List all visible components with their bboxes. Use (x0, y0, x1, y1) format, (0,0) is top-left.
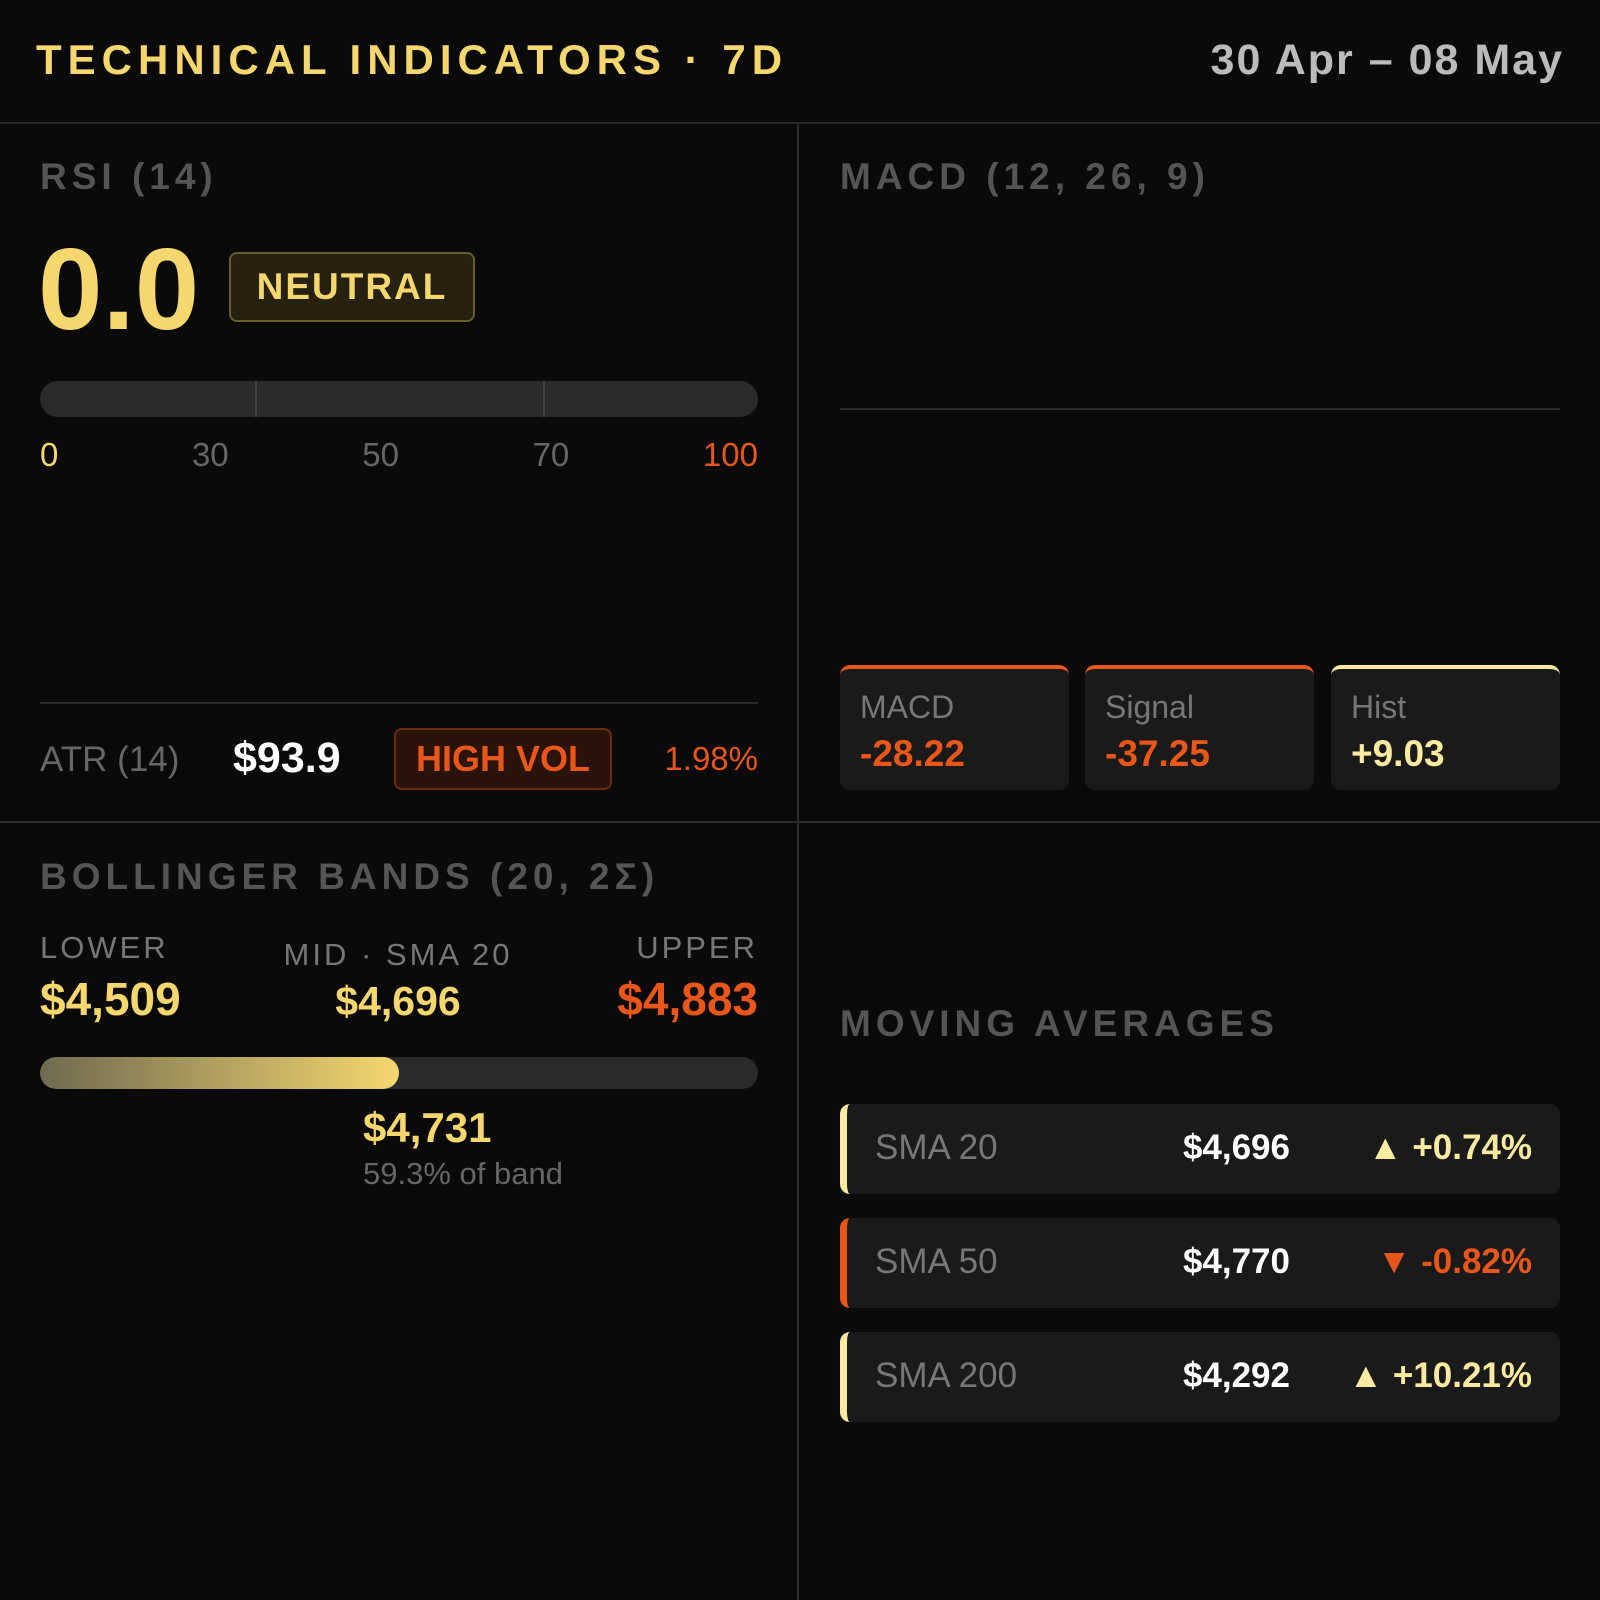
scale-label: 0 (40, 436, 59, 473)
band-position: 59.3% of band (363, 1156, 563, 1191)
rsi-scale: 0 30 50 70 100 (40, 436, 758, 474)
ma-row: SMA 20 $4,696 ▲ +0.74% (840, 1104, 1560, 1194)
card-value: -37.25 (1105, 733, 1210, 774)
scale-label: 100 (702, 436, 758, 473)
band-bar (40, 1057, 758, 1089)
ma-change: ▲ +0.74% (1367, 1128, 1532, 1167)
band-value: $4,696 (335, 978, 461, 1024)
section-title: MOVING AVERAGES (840, 1003, 1279, 1044)
band-label: LOWER (40, 930, 169, 965)
atr-value: $93.9 (233, 734, 341, 782)
divider (0, 821, 1600, 823)
section-title: RSI (14) (40, 156, 218, 197)
page-title: TECHNICAL INDICATORS · 7D (36, 36, 789, 83)
card-label: MACD (860, 689, 955, 725)
macd-card: Hist +9.03 (1331, 665, 1560, 790)
band-value: $4,509 (40, 973, 181, 1025)
ma-value: $4,696 (1182, 1128, 1290, 1167)
atr-label: ATR (14) (40, 740, 180, 779)
scale-label: 30 (191, 436, 229, 473)
tick-mark (255, 381, 258, 417)
atr-percent: 1.98% (664, 740, 758, 777)
atr-status: HIGH VOL (394, 728, 612, 790)
ma-row: SMA 200 $4,292 ▲ +10.21% (840, 1332, 1560, 1422)
ma-row: SMA 50 $4,770 ▼ -0.82% (840, 1218, 1560, 1308)
divider (0, 122, 1600, 124)
ma-name: SMA 200 (875, 1356, 1018, 1395)
card-value: +9.03 (1351, 733, 1445, 774)
price: $4,731 (363, 1104, 492, 1151)
band-label: UPPER (636, 930, 758, 965)
card-label: Hist (1351, 689, 1407, 725)
ma-change: ▲ +10.21% (1348, 1356, 1532, 1395)
ma-value: $4,292 (1182, 1356, 1290, 1395)
section-title: MACD (12, 26, 9) (840, 156, 1210, 197)
ma-value: $4,770 (1182, 1242, 1290, 1281)
macd-card: Signal -37.25 (1085, 665, 1314, 790)
zero-line (840, 408, 1560, 410)
band-label: MID · SMA 20 (283, 937, 513, 972)
macd-card: MACD -28.22 (840, 665, 1069, 790)
ma-name: SMA 20 (875, 1128, 998, 1167)
card-label: Signal (1105, 689, 1194, 725)
divider (797, 122, 799, 1600)
scale-label: 70 (532, 436, 570, 473)
rsi-status: NEUTRAL (229, 252, 475, 322)
band-fill (40, 1057, 399, 1089)
date-range: 30 Apr – 08 May (1210, 36, 1564, 84)
band-value: $4,883 (617, 973, 758, 1025)
rsi-value: 0.0 (38, 224, 200, 354)
tick-mark (542, 381, 545, 417)
section-title: BOLLINGER BANDS (20, 2Σ) (40, 856, 660, 897)
ma-name: SMA 50 (875, 1242, 998, 1281)
ma-change: ▼ -0.82% (1376, 1242, 1532, 1281)
card-value: -28.22 (860, 733, 965, 774)
divider (40, 702, 758, 704)
scale-label: 50 (362, 436, 399, 473)
rsi-bar (40, 381, 758, 417)
